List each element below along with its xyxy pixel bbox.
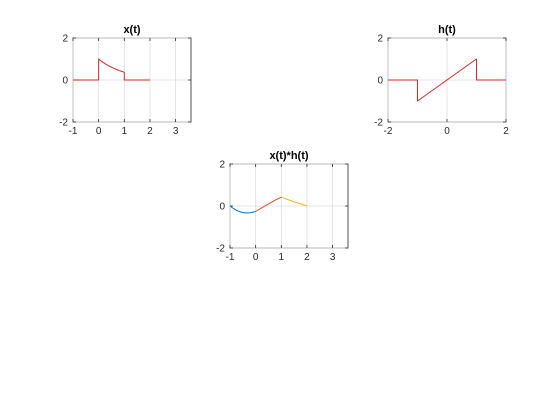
- x-tick-label: 2: [147, 126, 153, 137]
- series-line-1: [73, 58, 150, 81]
- y-tick-label: 2: [62, 34, 68, 45]
- series-line-2: [255, 196, 282, 212]
- x-tick-label: -1: [226, 252, 235, 263]
- subplot-title: h(t): [438, 24, 456, 36]
- series-line-1: [388, 58, 506, 102]
- subplot-3: -1 0 1 2 3 -2 0 2 x(t)*h(t): [216, 150, 349, 263]
- y-tick-label: 0: [62, 76, 68, 87]
- x-tick-label: 3: [330, 252, 336, 263]
- x-tick-label: 1: [279, 252, 285, 263]
- x-tick-label: 1: [122, 126, 128, 137]
- x-tick-label: 3: [173, 126, 179, 137]
- y-tick-label: -2: [59, 118, 68, 129]
- y-tick-label: 2: [377, 34, 383, 45]
- x-tick-label: 0: [96, 126, 102, 137]
- subplot-1: -1 0 1 2 3 -2 0 2 x(t): [59, 24, 192, 137]
- y-tick-label: 2: [219, 160, 225, 171]
- y-tick-label: 0: [377, 76, 383, 87]
- y-tick-label: -2: [374, 118, 383, 129]
- subplot-2: -2 0 2 -2 0 2 h(t): [374, 24, 509, 137]
- subplot-title: x(t)*h(t): [269, 150, 308, 162]
- x-tick-label: -1: [69, 126, 78, 137]
- series-line-1: [229, 205, 256, 214]
- x-tick-label: -2: [384, 126, 393, 137]
- x-tick-label: 0: [444, 126, 450, 137]
- x-tick-label: 2: [304, 252, 310, 263]
- y-tick-label: -2: [216, 244, 225, 255]
- subplot-title: x(t): [123, 24, 140, 36]
- series-line-3: [281, 196, 308, 207]
- y-tick-label: 0: [219, 202, 225, 213]
- x-tick-label: 2: [503, 126, 509, 137]
- x-tick-label: 0: [253, 252, 259, 263]
